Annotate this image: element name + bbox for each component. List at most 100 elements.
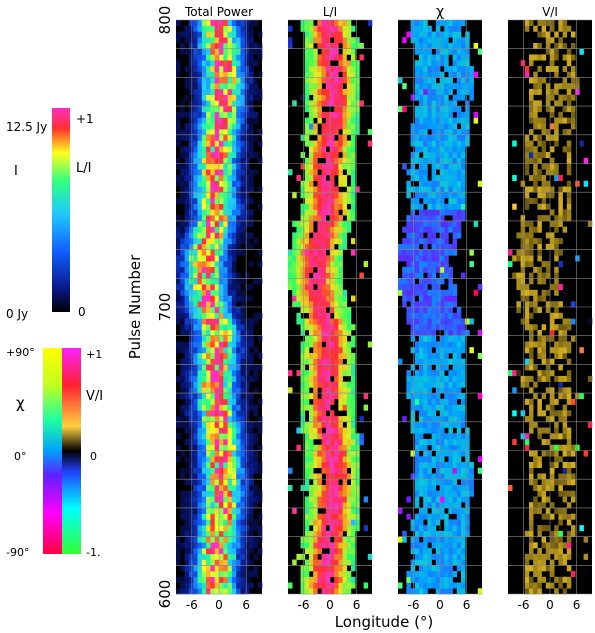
heatmap-cell [317, 215, 322, 222]
heatmap-cell [240, 461, 246, 469]
heatmap-cell [448, 484, 453, 491]
heatmap-cell [240, 381, 246, 388]
heatmap-cell [346, 393, 352, 400]
heatmap-cell [292, 278, 297, 285]
heatmap-cell [342, 490, 348, 497]
heatmap-cell [414, 444, 420, 451]
heatmap-cell [448, 220, 453, 227]
heatmap-cell [431, 456, 437, 463]
heatmap-cell [197, 484, 203, 491]
heatmap-cell [201, 439, 207, 446]
heatmap-cell [227, 536, 233, 543]
heatmap-cell [227, 484, 233, 491]
heatmap-cell [444, 536, 449, 543]
heatmap-cell [300, 232, 306, 239]
heatmap-cell [465, 427, 470, 434]
heatmap-cell [240, 180, 246, 187]
heatmap-cell [452, 404, 458, 411]
heatmap-cell [206, 307, 211, 314]
heatmap-cell [325, 129, 331, 136]
heatmap-cell [300, 588, 306, 595]
heatmap-cell [244, 174, 250, 182]
heatmap-cell [448, 456, 453, 463]
heatmap-cell [231, 48, 237, 55]
heatmap-cell [427, 427, 432, 434]
heatmap-cell [240, 146, 246, 153]
heatmap-cell [321, 450, 327, 457]
heatmap-cell [227, 157, 233, 164]
heatmap-cell [419, 530, 424, 537]
heatmap-cell [219, 410, 224, 417]
heatmap-cell [210, 582, 215, 589]
heatmap-cell [427, 358, 432, 365]
heatmap-cell [554, 341, 559, 348]
heatmap-cell [193, 163, 198, 170]
heatmap-cell [440, 134, 445, 141]
heatmap-cell [180, 467, 185, 474]
heatmap-cell [197, 358, 203, 365]
heatmap-cell [346, 387, 352, 394]
heatmap-cell [313, 203, 318, 210]
heatmap-cell [193, 94, 198, 101]
heatmap-cell [550, 548, 555, 555]
heatmap-cell [210, 186, 215, 193]
heatmap-cell [334, 65, 339, 72]
heatmap-cell [227, 364, 233, 371]
heatmap-cell [452, 370, 458, 377]
heatmap-cell [206, 467, 211, 474]
heatmap-cell [419, 163, 424, 170]
heatmap-cell [176, 312, 181, 319]
heatmap-cell [197, 324, 203, 331]
heatmap-cell [184, 553, 190, 560]
heatmap-cell [325, 364, 331, 371]
heatmap-cell [406, 215, 411, 222]
heatmap-cell [469, 71, 474, 78]
heatmap-cell [448, 553, 453, 560]
heatmap-cell [346, 324, 352, 331]
heatmap-cell [414, 347, 420, 354]
heatmap-cell [193, 169, 198, 176]
heatmap-cell [227, 318, 233, 325]
heatmap-cell [537, 588, 542, 595]
chi-quantity-label: χ [16, 394, 25, 412]
heatmap-cell [456, 335, 462, 342]
heatmap-cell [452, 450, 458, 457]
heatmap-cell [304, 301, 310, 308]
heatmap-cell [219, 467, 224, 474]
heatmap-cell [201, 530, 207, 537]
heatmap-cell [214, 295, 220, 302]
heatmap-cell [440, 261, 445, 268]
heatmap-cell [444, 416, 449, 423]
heatmap-cell [550, 358, 555, 365]
heatmap-cell [214, 266, 220, 273]
heatmap-cell [206, 548, 211, 555]
heatmap-cell [330, 421, 335, 428]
heatmap-cell [249, 530, 254, 537]
heatmap-cell [210, 140, 215, 147]
heatmap-cell [317, 54, 322, 61]
heatmap-cell [448, 370, 453, 377]
heatmap-cell [300, 272, 306, 279]
heatmap-cell [448, 295, 453, 302]
heatmap-cell [317, 421, 322, 428]
heatmap-cell [342, 232, 348, 239]
heatmap-cell [524, 71, 530, 78]
heatmap-cell [465, 507, 470, 514]
heatmap-cell [465, 117, 470, 124]
heatmap-cell [342, 461, 348, 469]
heatmap-cell [334, 117, 339, 124]
heatmap-cell [342, 152, 348, 159]
heatmap-cell [201, 502, 207, 509]
heatmap-cell [210, 548, 215, 555]
heatmap-cell [338, 559, 343, 566]
heatmap-cell [419, 312, 424, 319]
heatmap-cell [583, 450, 589, 457]
heatmap-cell [304, 548, 310, 555]
heatmap-cell [541, 123, 547, 130]
heatmap-cell [440, 421, 445, 428]
heatmap-cell [244, 140, 250, 147]
heatmap-cell [414, 272, 420, 279]
heatmap-cell [440, 410, 445, 417]
heatmap-cell [465, 54, 470, 61]
heatmap-cell [461, 134, 466, 141]
